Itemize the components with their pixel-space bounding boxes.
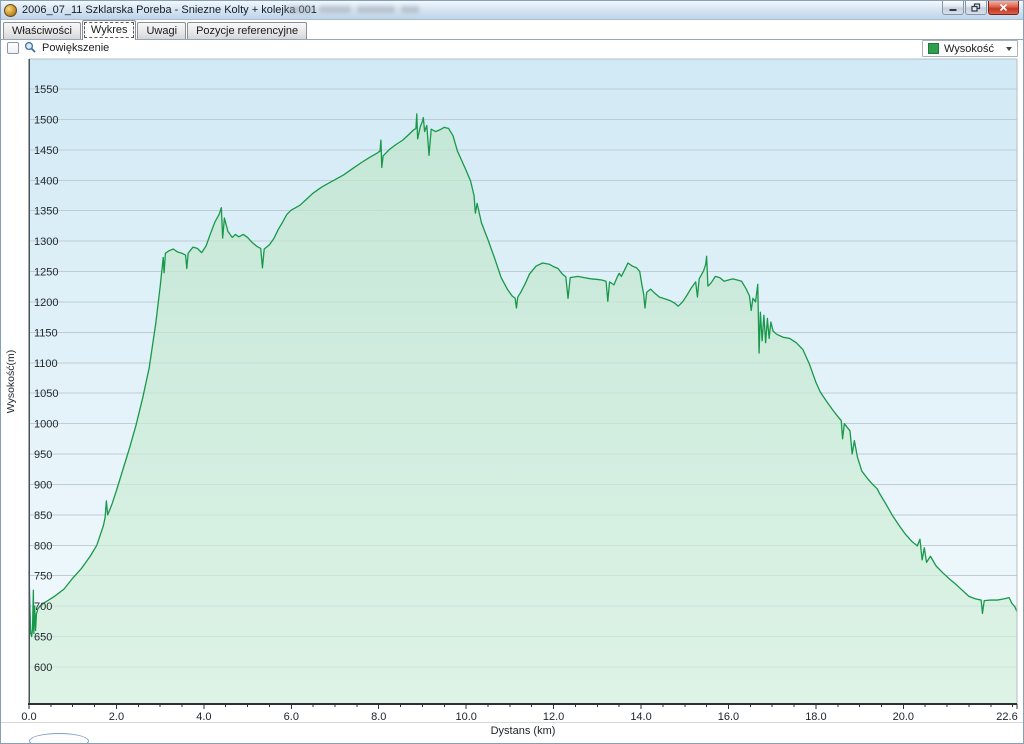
svg-text:16.0: 16.0: [718, 711, 739, 723]
tab-label: Pozycje referencyjne: [196, 25, 299, 37]
restore-button[interactable]: [965, 1, 987, 15]
svg-text:2.0: 2.0: [109, 711, 124, 723]
svg-text:1050: 1050: [34, 388, 58, 400]
svg-text:750: 750: [34, 571, 52, 583]
app-icon: [4, 3, 17, 17]
svg-text:650: 650: [34, 632, 52, 644]
series-swatch: [928, 43, 939, 54]
svg-text:1300: 1300: [34, 236, 58, 248]
tab-label: Właściwości: [12, 25, 72, 37]
svg-text:6.0: 6.0: [284, 711, 299, 723]
redacted-text: [287, 6, 313, 13]
screen-artifact: [29, 733, 89, 743]
svg-text:20.0: 20.0: [893, 711, 914, 723]
zoom-checkbox[interactable]: [7, 41, 19, 54]
restore-icon: [971, 3, 981, 12]
svg-text:1100: 1100: [34, 358, 58, 370]
tab-uwagi[interactable]: Uwagi: [137, 22, 187, 39]
svg-text:1200: 1200: [34, 297, 58, 309]
svg-text:12.0: 12.0: [543, 711, 564, 723]
tab-wykres[interactable]: Wykres: [81, 20, 137, 40]
tab-bar: Właściwości Wykres Uwagi Pozycje referen…: [1, 20, 1023, 40]
svg-text:1450: 1450: [34, 145, 58, 157]
zoom-control: Powiększenie: [7, 41, 109, 54]
series-selected-value: Wysokość: [944, 42, 995, 55]
svg-text:22.6: 22.6: [996, 711, 1017, 723]
svg-text:4.0: 4.0: [196, 711, 211, 723]
svg-text:18.0: 18.0: [805, 711, 826, 723]
svg-text:700: 700: [34, 601, 52, 613]
close-icon: [999, 3, 1008, 12]
svg-text:10.0: 10.0: [455, 711, 476, 723]
close-button[interactable]: [988, 1, 1019, 15]
redacted-text: [357, 6, 395, 13]
svg-text:850: 850: [34, 510, 52, 522]
panel-divider: [1, 722, 1023, 723]
title-bar: 2006_07_11 Szklarska Poreba - Sniezne Ko…: [1, 1, 1023, 20]
minimize-icon: [949, 8, 957, 11]
svg-text:600: 600: [34, 662, 52, 674]
svg-text:1000: 1000: [34, 419, 58, 431]
svg-text:1350: 1350: [34, 206, 58, 218]
svg-text:1150: 1150: [34, 327, 58, 339]
tab-wlasciwosci[interactable]: Właściwości: [3, 22, 81, 39]
svg-text:1250: 1250: [34, 267, 58, 279]
svg-text:950: 950: [34, 449, 52, 461]
tab-label: Wykres: [90, 24, 128, 36]
tab-label: Uwagi: [146, 25, 178, 37]
svg-text:14.0: 14.0: [630, 711, 651, 723]
svg-text:800: 800: [34, 540, 52, 552]
redacted-text: [319, 6, 351, 13]
svg-text:1400: 1400: [34, 175, 58, 187]
svg-text:0.0: 0.0: [21, 711, 36, 723]
svg-text:Wysokość(m): Wysokość(m): [5, 350, 17, 414]
window-controls: [942, 1, 1019, 15]
chevron-down-icon: [1006, 46, 1012, 51]
elevation-chart: 1550 1500 1450 1400 1350 1300 1250 1200 1150 1100…: [5, 58, 1018, 737]
svg-text:900: 900: [34, 479, 52, 491]
zoom-label: Powiększenie: [42, 41, 110, 54]
svg-text:Dystans (km): Dystans (km): [491, 725, 556, 737]
svg-text:1500: 1500: [34, 114, 58, 126]
svg-text:1550: 1550: [34, 84, 58, 96]
svg-text:8.0: 8.0: [371, 711, 386, 723]
redacted-text: [401, 6, 419, 13]
tab-pozycje-referencyjne[interactable]: Pozycje referencyjne: [187, 22, 308, 39]
magnifier-icon: [24, 41, 36, 53]
minimize-button[interactable]: [942, 1, 964, 15]
series-select[interactable]: Wysokość: [922, 40, 1018, 57]
window-title: 2006_07_11 Szklarska Poreba - Sniezne Ko…: [22, 4, 317, 16]
